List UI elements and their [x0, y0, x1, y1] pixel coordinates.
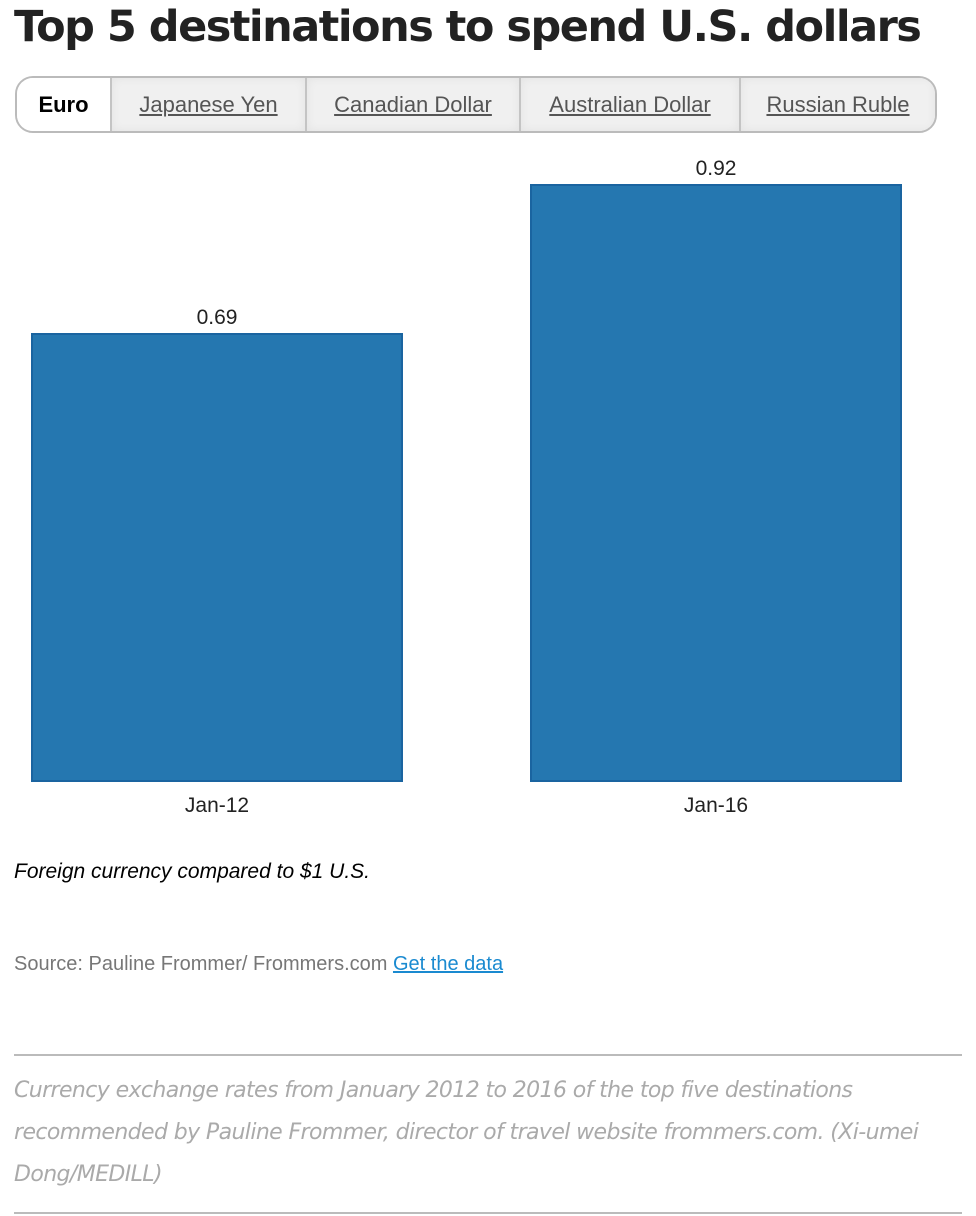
source-line: Source: Pauline Frommer/ Frommers.com Ge…: [14, 953, 503, 976]
source-text: Source: Pauline Frommer/ Frommers.com: [14, 953, 388, 975]
bar-Jan-16: [530, 184, 902, 782]
tab-australian-dollar[interactable]: Australian Dollar: [519, 78, 739, 131]
page-title: Top 5 destinations to spend U.S. dollars: [14, 2, 922, 52]
get-the-data-link[interactable]: Get the data: [392, 953, 504, 975]
data-label: 0.92: [696, 157, 737, 180]
tab-japanese-yen[interactable]: Japanese Yen: [110, 78, 305, 131]
currency-tabs: Euro Japanese Yen Canadian Dollar Austra…: [15, 76, 937, 133]
bar-chart: 0.69 Jan-12 0.92 Jan-16: [31, 157, 902, 817]
chart-note: Foreign currency compared to $1 U.S.: [14, 860, 370, 883]
caption: Currency exchange rates from January 201…: [14, 1054, 962, 1214]
data-label: 0.69: [197, 306, 238, 329]
tab-russian-ruble[interactable]: Russian Ruble: [739, 78, 935, 131]
x-tick-label: Jan-12: [185, 794, 249, 817]
bar-Jan-12: [31, 333, 403, 782]
tab-euro[interactable]: Euro: [17, 78, 110, 131]
tab-canadian-dollar[interactable]: Canadian Dollar: [305, 78, 519, 131]
x-tick-label: Jan-16: [684, 794, 748, 817]
